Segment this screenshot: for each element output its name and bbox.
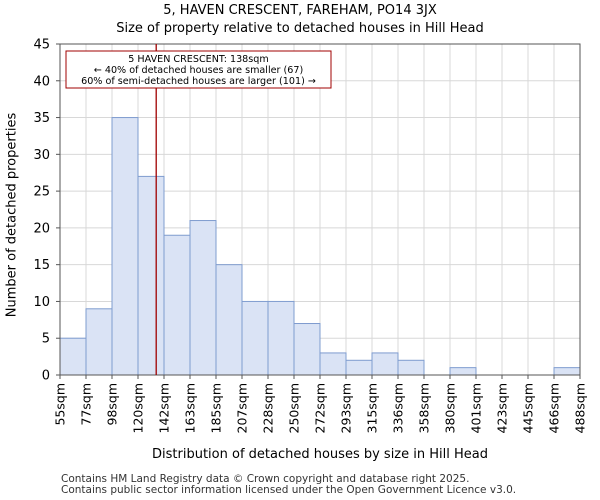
x-tick-label: 423sqm <box>495 383 510 433</box>
histogram-bar <box>319 352 347 376</box>
x-tick-label: 315sqm <box>365 383 380 433</box>
x-tick-label: 380sqm <box>443 383 458 433</box>
y-tick-label: 35 <box>33 111 50 126</box>
footer-line-2: Contains public sector information licen… <box>61 484 517 496</box>
y-tick-label: 25 <box>33 185 50 200</box>
y-tick-label: 0 <box>42 369 50 384</box>
y-tick-label: 10 <box>33 295 50 310</box>
histogram-bar <box>267 300 295 376</box>
x-tick-label: 207sqm <box>235 383 250 433</box>
x-tick-label: 445sqm <box>521 383 536 433</box>
x-tick-label: 120sqm <box>131 383 146 433</box>
x-tick-label: 77sqm <box>79 383 94 426</box>
histogram-bar <box>163 234 191 376</box>
histogram-bar <box>371 352 399 376</box>
histogram-bar <box>189 220 217 376</box>
y-tick-label: 40 <box>33 74 50 89</box>
histogram-bar <box>241 300 269 376</box>
histogram-bar <box>449 367 477 376</box>
annotation-box <box>65 50 332 89</box>
x-tick-label: 336sqm <box>391 383 406 433</box>
x-tick-label: 358sqm <box>417 383 432 433</box>
x-tick-label: 250sqm <box>287 383 302 433</box>
histogram-bar <box>59 337 87 376</box>
x-tick-label: 488sqm <box>573 383 588 433</box>
histogram-bar <box>85 308 113 376</box>
x-tick-label: 272sqm <box>313 383 328 433</box>
histogram-bar <box>137 175 165 376</box>
chart-title-address: 5, HAVEN CRESCENT, FAREHAM, PO14 3JX <box>163 3 437 18</box>
y-tick-label: 45 <box>33 38 50 53</box>
y-tick-label: 30 <box>33 148 50 163</box>
histogram-bar <box>553 367 581 376</box>
x-tick-label: 466sqm <box>547 383 562 433</box>
x-tick-label: 185sqm <box>209 383 224 433</box>
annotation-text-line: 60% of semi-detached houses are larger (… <box>81 76 316 87</box>
x-axis-label: Distribution of detached houses by size … <box>152 447 488 462</box>
y-tick-label: 20 <box>33 221 50 236</box>
histogram-bar <box>293 323 321 376</box>
x-tick-label: 401sqm <box>469 383 484 433</box>
histogram-bar <box>111 117 139 376</box>
chart-title: Size of property relative to detached ho… <box>116 21 484 36</box>
y-tick-label: 15 <box>33 258 50 273</box>
x-tick-label: 228sqm <box>261 383 276 433</box>
x-tick-label: 55sqm <box>53 383 68 426</box>
annotation-text-line: 5 HAVEN CRESCENT: 138sqm <box>128 54 268 65</box>
x-tick-label: 293sqm <box>339 383 354 433</box>
x-tick-label: 142sqm <box>157 383 172 433</box>
histogram-bar <box>397 359 425 376</box>
x-tick-label: 98sqm <box>105 383 120 426</box>
y-tick-label: 5 <box>42 332 50 347</box>
x-tick-label: 163sqm <box>183 383 198 433</box>
footer-line-1: Contains HM Land Registry data © Crown c… <box>61 473 470 485</box>
annotation-text-line: ← 40% of detached houses are smaller (67… <box>94 65 303 76</box>
histogram-bar <box>345 359 373 376</box>
histogram-bar <box>215 264 243 376</box>
